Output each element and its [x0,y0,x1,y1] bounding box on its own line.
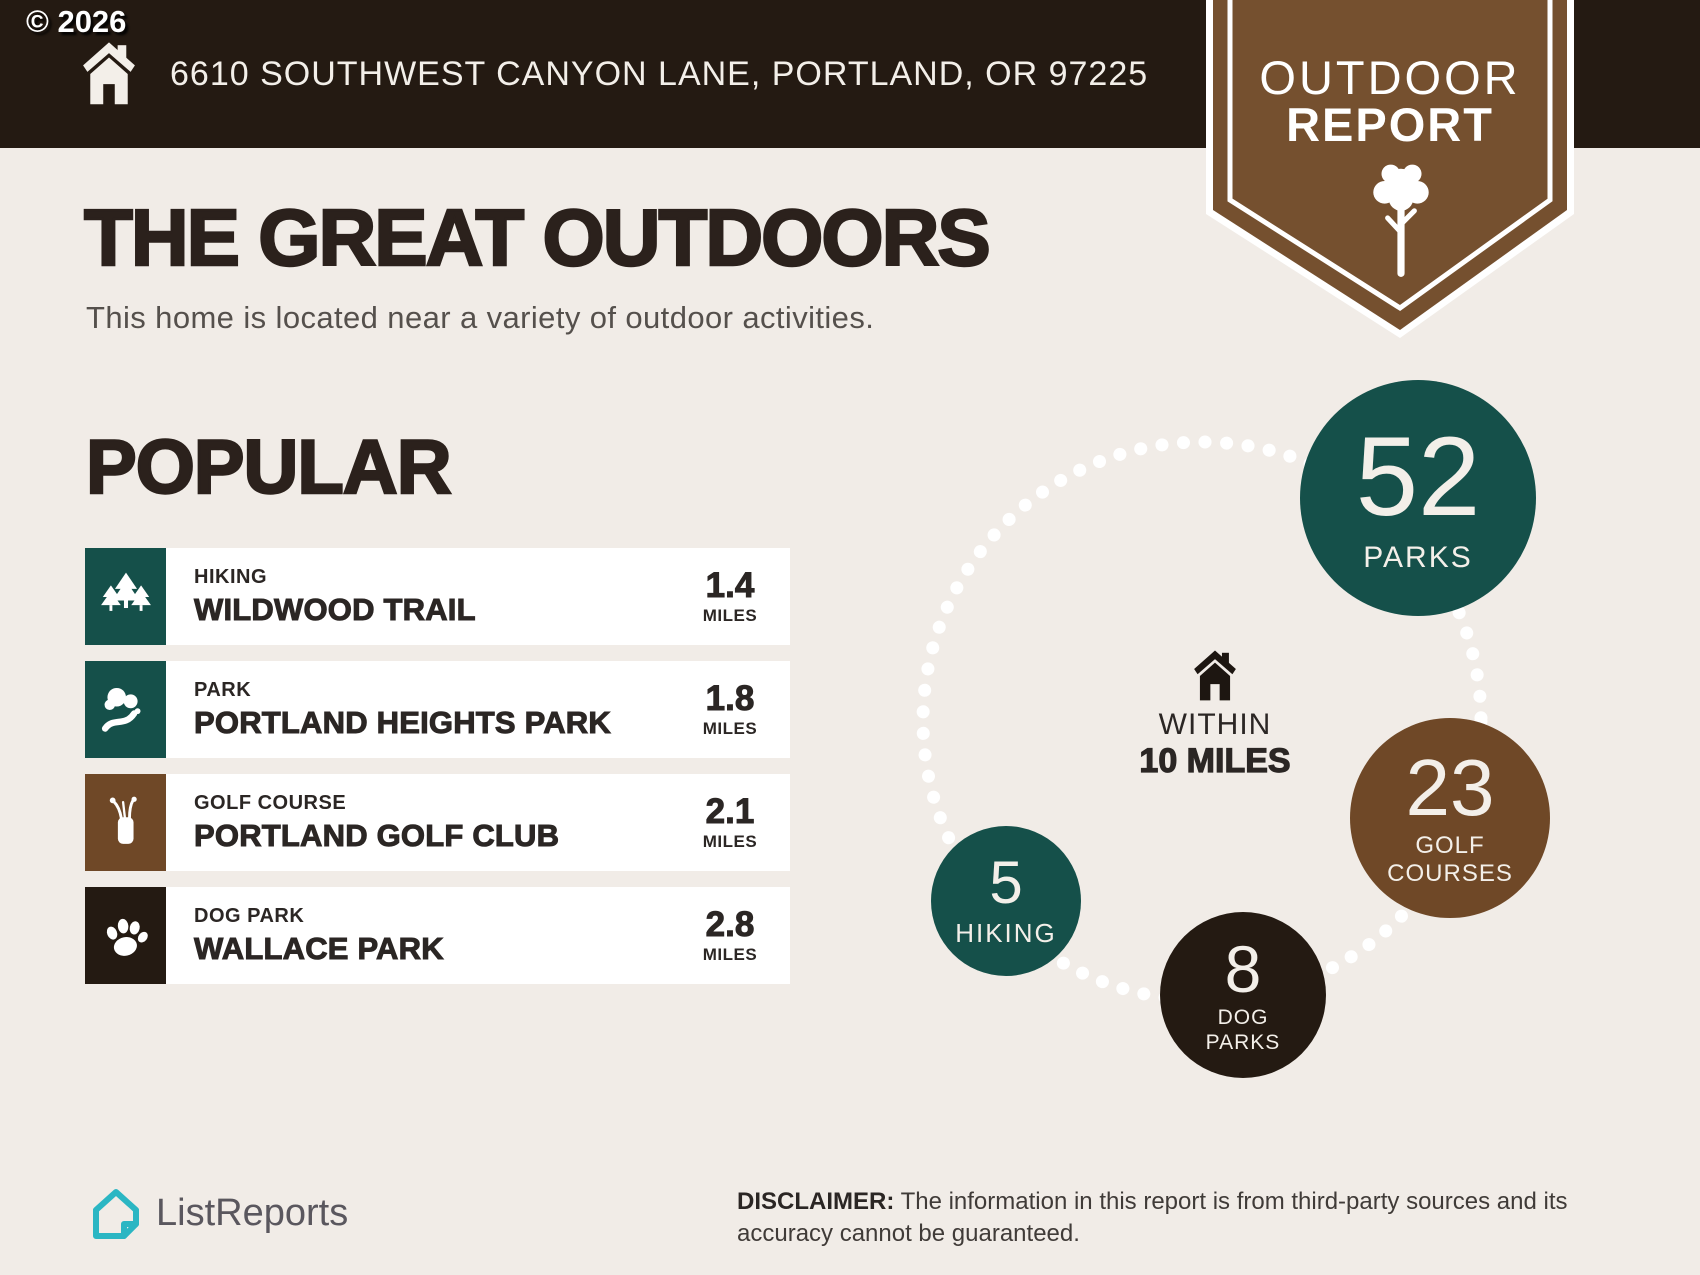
home-location-icon [1194,650,1236,701]
golf-bag-icon [109,796,137,844]
distance-value: 2.1 [705,791,755,831]
dog-park-tile [85,887,166,984]
hiking-tile [85,548,166,645]
disclaimer-text: DISCLAIMER: The information in this repo… [737,1186,1617,1250]
list-item-body: GOLF COURSE PORTLAND GOLF CLUB 2.1 MILES [166,774,790,871]
dog-label-line1: DOG [1217,1005,1269,1029]
dog-parks-count: 8 [1224,931,1262,1006]
list-item-dog-park: DOG PARK WALLACE PARK 2.8 MILES [85,887,790,984]
item-distance: 2.8 MILES [686,904,774,965]
page-title: THE GREAT OUTDOORS [83,192,992,283]
distance-value: 1.8 [705,678,755,718]
item-category: GOLF COURSE [194,791,347,814]
within-label: WITHIN [1158,708,1272,741]
item-name: WALLACE PARK [194,930,445,966]
copyright-watermark: © 2026 [26,4,127,39]
banner-title-line2: REPORT [1286,98,1494,151]
park-tile [85,661,166,758]
golf-label-line1: GOLF [1415,832,1485,859]
tree-icon [1373,164,1429,277]
dog-parks-count-bubble: 8 DOG PARKS [1160,912,1326,1078]
item-name: PORTLAND HEIGHTS PARK [194,704,612,740]
golf-tile [85,774,166,871]
parks-count-bubble: 52 PARKS [1300,380,1536,616]
golf-courses-count-bubble: 23 GOLF COURSES [1350,718,1550,918]
list-item-golf: GOLF COURSE PORTLAND GOLF CLUB 2.1 MILES [85,774,790,871]
item-category: DOG PARK [194,904,305,927]
item-distance: 1.8 MILES [686,678,774,739]
paw-icon [106,918,148,956]
golf-courses-count: 23 [1405,743,1495,832]
golf-courses-label: GOLF COURSES [1387,832,1513,888]
banner-title-line1: OUTDOOR [1259,51,1521,104]
list-item-hiking: HIKING WILDWOOD TRAIL 1.4 MILES [85,548,790,645]
distance-unit: MILES [702,605,758,625]
disclaimer-body: The information in this report is from t… [737,1188,1568,1247]
park-trail-icon [101,687,140,732]
list-item-body: PARK PORTLAND HEIGHTS PARK 1.8 MILES [166,661,790,758]
page-subtitle: This home is located near a variety of o… [86,300,875,335]
distance-unit: MILES [702,831,758,851]
parks-label: PARKS [1363,541,1473,574]
item-category: HIKING [194,565,267,588]
distance-unit: MILES [702,944,758,964]
hiking-count-bubble: 5 HIKING [931,826,1081,976]
item-distance: 1.4 MILES [686,565,774,626]
dog-label-line2: PARKS [1205,1030,1281,1054]
list-item-body: DOG PARK WALLACE PARK 2.8 MILES [166,887,790,984]
property-address: 6610 SOUTHWEST CANYON LANE, PORTLAND, OR… [170,55,1149,93]
dog-parks-label: DOG PARKS [1206,1005,1281,1055]
parks-count: 52 [1355,414,1481,539]
list-item-park: PARK PORTLAND HEIGHTS PARK 1.8 MILES [85,661,790,758]
hiking-count: 5 [989,849,1023,916]
listreports-logo-icon [93,1189,139,1239]
within-distance-label: 10 MILES [1139,741,1291,780]
list-item-body: HIKING WILDWOOD TRAIL 1.4 MILES [166,548,790,645]
distance-unit: MILES [702,718,758,738]
distance-value: 1.4 [705,565,755,605]
golf-label-line2: COURSES [1387,860,1513,887]
pine-trees-icon [100,572,151,611]
house-icon [83,42,135,105]
item-distance: 2.1 MILES [686,791,774,852]
item-name: PORTLAND GOLF CLUB [193,817,560,853]
disclaimer-label: DISCLAIMER: [737,1188,895,1215]
hiking-label: HIKING [955,918,1057,948]
popular-heading: POPULAR [85,424,453,511]
outdoor-report-banner: OUTDOOR REPORT [1206,0,1574,342]
listreports-brand-name: ListReports [156,1192,349,1234]
distance-value: 2.8 [705,904,755,944]
item-name: WILDWOOD TRAIL [194,591,477,627]
item-category: PARK [194,678,252,701]
popular-list: HIKING WILDWOOD TRAIL 1.4 MILES [85,548,790,1000]
